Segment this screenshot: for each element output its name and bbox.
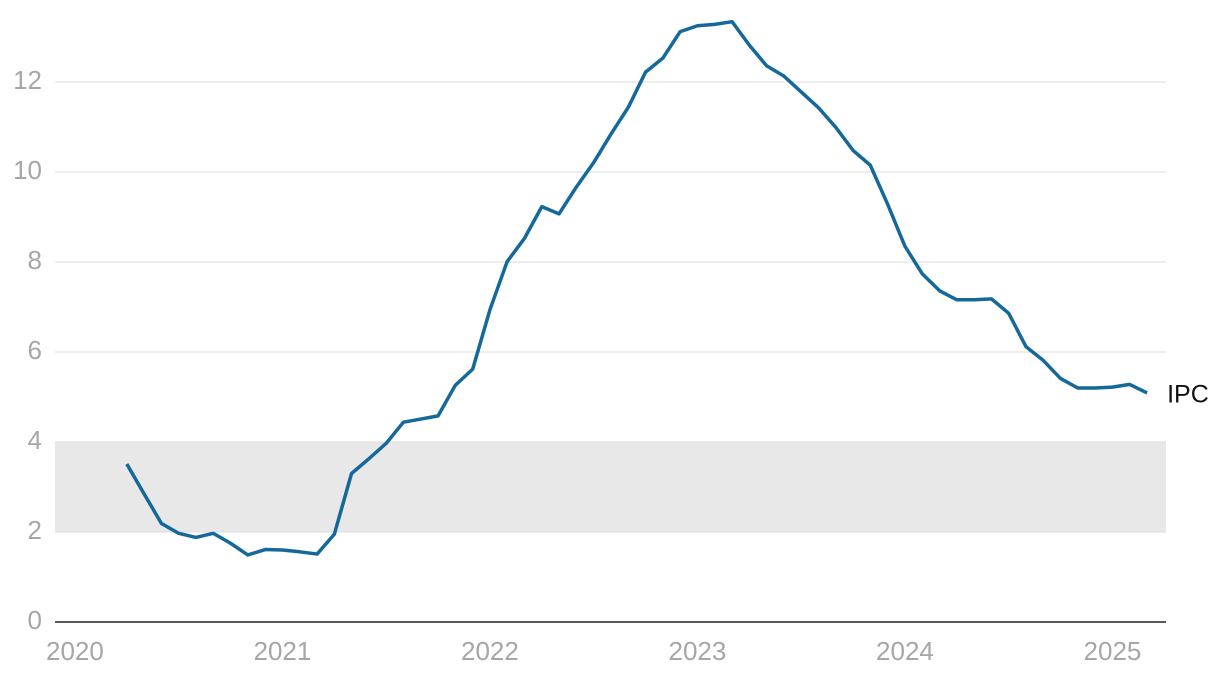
target-band [55, 442, 1166, 532]
x-tick-label: 2021 [254, 636, 312, 666]
x-tick-label: 2023 [669, 636, 727, 666]
y-tick-label: 4 [28, 425, 42, 455]
x-tick-label: 2024 [876, 636, 934, 666]
x-tick-label: 2025 [1084, 636, 1142, 666]
series-line [125, 19, 1148, 557]
y-tick-label: 12 [13, 65, 42, 95]
x-tick-label: 2020 [46, 636, 104, 666]
y-tick-label: 6 [28, 335, 42, 365]
series-label: IPC [1167, 381, 1209, 409]
y-tick-label: 8 [28, 245, 42, 275]
y-tick-label: 10 [13, 155, 42, 185]
y-tick-label: 0 [28, 605, 42, 635]
x-tick-label: 2022 [461, 636, 519, 666]
y-tick-label: 2 [28, 515, 42, 545]
